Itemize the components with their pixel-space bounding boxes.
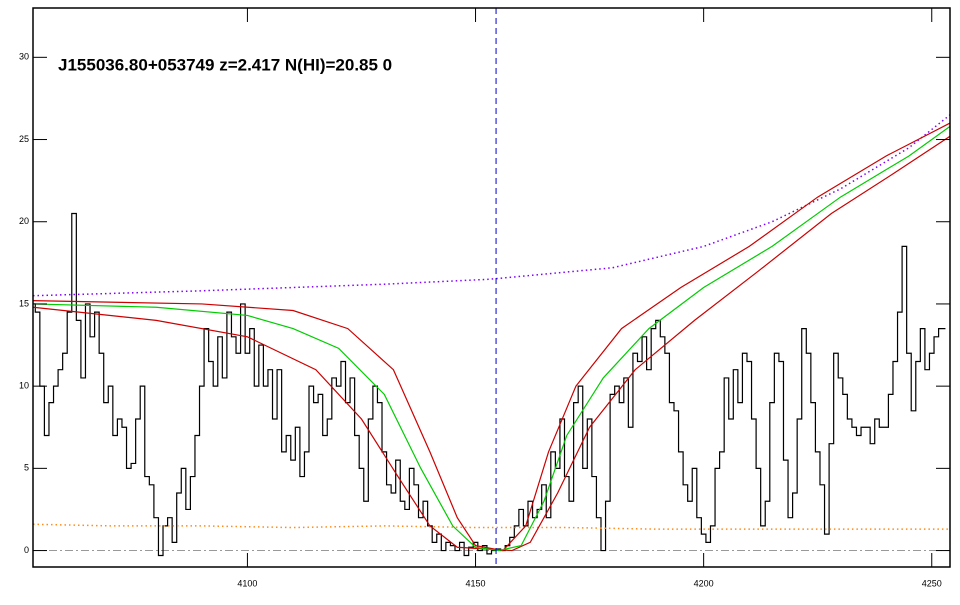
chart-title: J155036.80+053749 z=2.417 N(HI)=20.85 0 (58, 55, 392, 74)
y-tick-label: 30 (19, 52, 29, 62)
x-tick-label: 4250 (922, 578, 942, 588)
x-tick-label: 4100 (237, 578, 257, 588)
y-tick-label: 10 (19, 381, 29, 391)
plot-area (33, 8, 950, 567)
fit-line (33, 125, 950, 552)
fit-line (33, 135, 950, 552)
y-tick-label: 20 (19, 216, 29, 226)
axes-frame (32, 7, 951, 568)
fit-line (33, 122, 950, 552)
y-tick-label: 15 (19, 298, 29, 308)
y-tick-label: 0 (24, 545, 29, 555)
spectrum-line (33, 212, 946, 557)
y-tick-label: 25 (19, 134, 29, 144)
x-tick-label: 4150 (466, 578, 486, 588)
y-tick-label: 5 (24, 463, 29, 473)
x-tick-label: 4200 (694, 578, 714, 588)
